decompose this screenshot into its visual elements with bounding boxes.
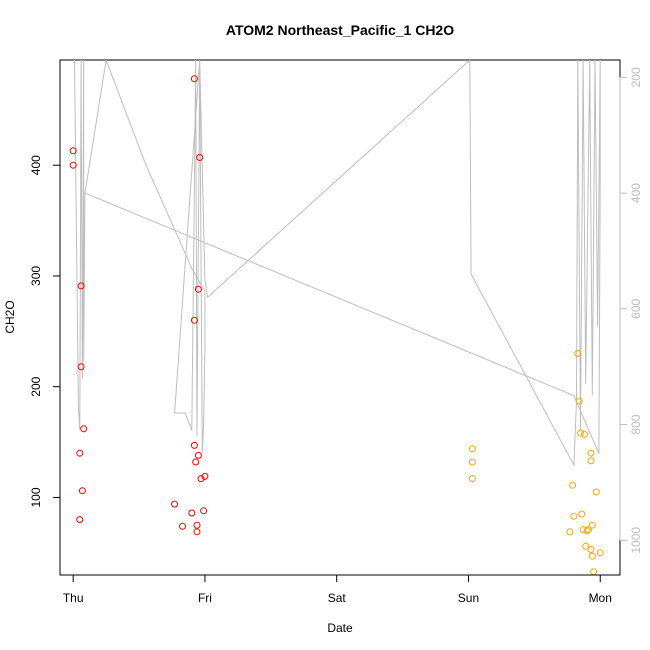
data-point-red	[78, 487, 86, 495]
data-point-orange	[570, 512, 578, 520]
data-point-red	[194, 451, 202, 459]
secondary-y-axis: 200 400 600 800 1000	[619, 67, 643, 554]
data-point-red	[190, 75, 198, 83]
data-point-orange	[579, 526, 587, 534]
y2-tick-label: 800	[629, 414, 643, 434]
x-tick-label: Mon	[589, 591, 612, 605]
y-tick-label: 100	[29, 487, 43, 507]
data-point-orange	[468, 458, 476, 466]
data-point-orange	[580, 430, 588, 438]
data-point-orange	[574, 350, 582, 357]
data-point-orange	[569, 481, 577, 489]
data-point-red	[76, 516, 84, 524]
data-point-orange	[566, 528, 574, 536]
data-point-red	[179, 522, 186, 530]
data-point-red	[76, 449, 84, 457]
x-axis-label: Date	[327, 621, 353, 635]
data-point-red	[193, 521, 201, 529]
data-point-red	[196, 154, 204, 161]
data-point-red	[192, 458, 200, 466]
data-point-red	[200, 507, 208, 515]
y-tick-label: 300	[29, 266, 43, 286]
data-point-red	[188, 509, 196, 517]
gray-series-line	[74, 60, 601, 467]
data-point-red	[190, 441, 198, 449]
x-tick-label: Thu	[63, 591, 84, 605]
data-point-orange	[468, 445, 476, 453]
data-point-red	[201, 472, 209, 480]
data-point-red	[197, 475, 205, 483]
gray-line-layer	[74, 60, 601, 467]
data-point-red	[69, 147, 77, 155]
x-tick-label: Sat	[328, 591, 347, 605]
data-point-red	[171, 500, 179, 508]
data-point-orange	[587, 457, 595, 465]
data-point-red	[69, 161, 77, 169]
points-layer	[69, 75, 604, 576]
data-point-orange	[588, 552, 596, 560]
data-point-orange	[582, 542, 590, 550]
data-point-orange	[577, 429, 584, 437]
data-point-orange	[587, 449, 595, 457]
y-axis-label: CH2O	[3, 300, 17, 333]
x-axis: Thu Fri Sat Sun Mon	[63, 574, 612, 605]
data-point-red	[193, 528, 201, 536]
y2-tick-label: 200	[629, 67, 643, 87]
y2-tick-label: 1000	[629, 527, 643, 554]
data-point-red	[77, 282, 85, 290]
data-point-orange	[596, 549, 604, 557]
data-point-red	[190, 316, 198, 324]
y-tick-label: 200	[29, 376, 43, 396]
data-point-orange	[583, 527, 591, 535]
data-point-orange	[584, 526, 592, 534]
data-point-orange	[575, 397, 583, 405]
x-tick-label: Fri	[198, 591, 212, 605]
data-point-orange	[587, 546, 595, 553]
y-axis: 100 200 300 400	[29, 155, 61, 507]
plot-frame	[59, 59, 621, 576]
data-point-orange	[578, 510, 586, 518]
data-point-orange	[588, 521, 596, 529]
x-tick-label: Sun	[458, 591, 479, 605]
y2-tick-label: 600	[629, 298, 643, 318]
chart-title: ATOM2 Northeast_Pacific_1 CH2O	[226, 22, 454, 38]
data-point-orange	[468, 475, 476, 483]
data-point-orange	[592, 488, 600, 496]
data-point-red	[80, 425, 88, 433]
y-tick-label: 400	[29, 155, 43, 175]
data-point-red	[194, 285, 202, 293]
y2-tick-label: 400	[629, 183, 643, 203]
data-point-orange	[590, 568, 598, 576]
data-point-red	[77, 363, 85, 371]
